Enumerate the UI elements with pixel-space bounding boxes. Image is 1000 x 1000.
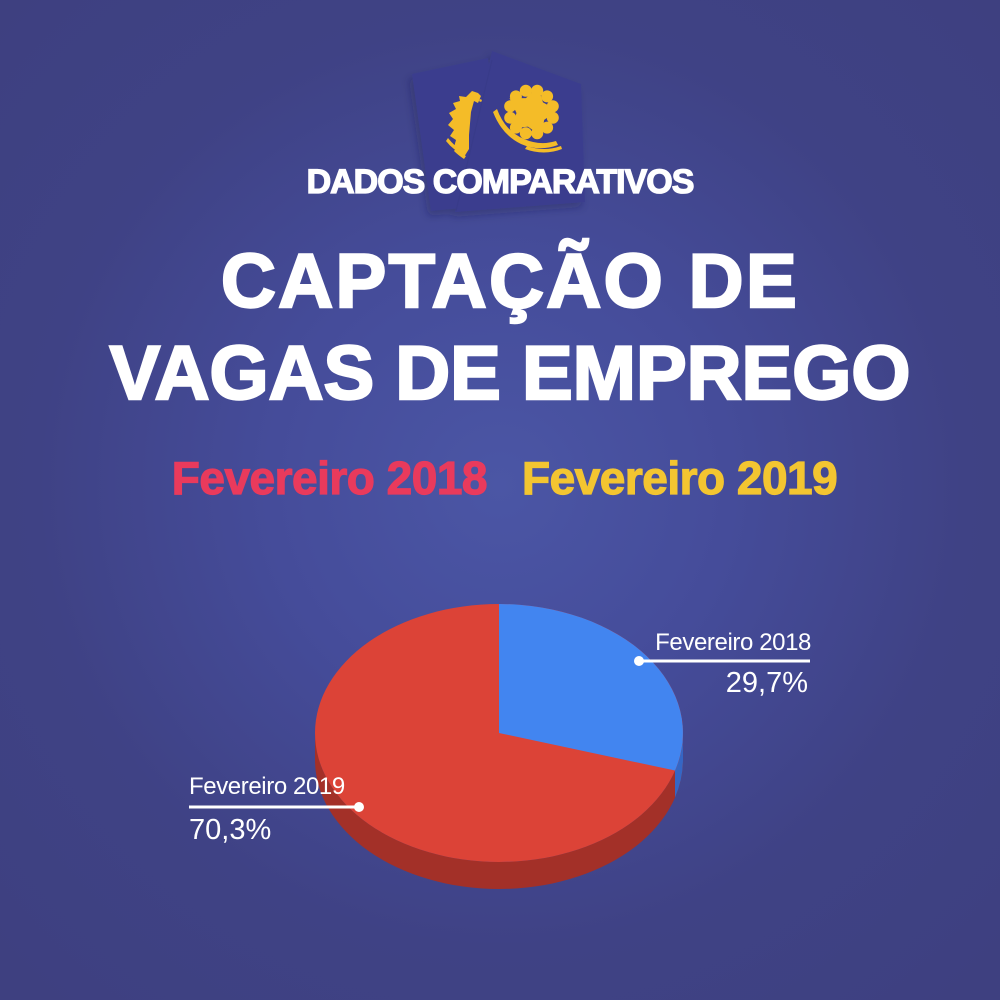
svg-text:70,3%: 70,3% [189, 814, 271, 846]
svg-text:Fevereiro 2019: Fevereiro 2019 [189, 773, 345, 800]
svg-text:29,7%: 29,7% [726, 667, 808, 699]
svg-text:Fevereiro 2018: Fevereiro 2018 [655, 629, 811, 656]
